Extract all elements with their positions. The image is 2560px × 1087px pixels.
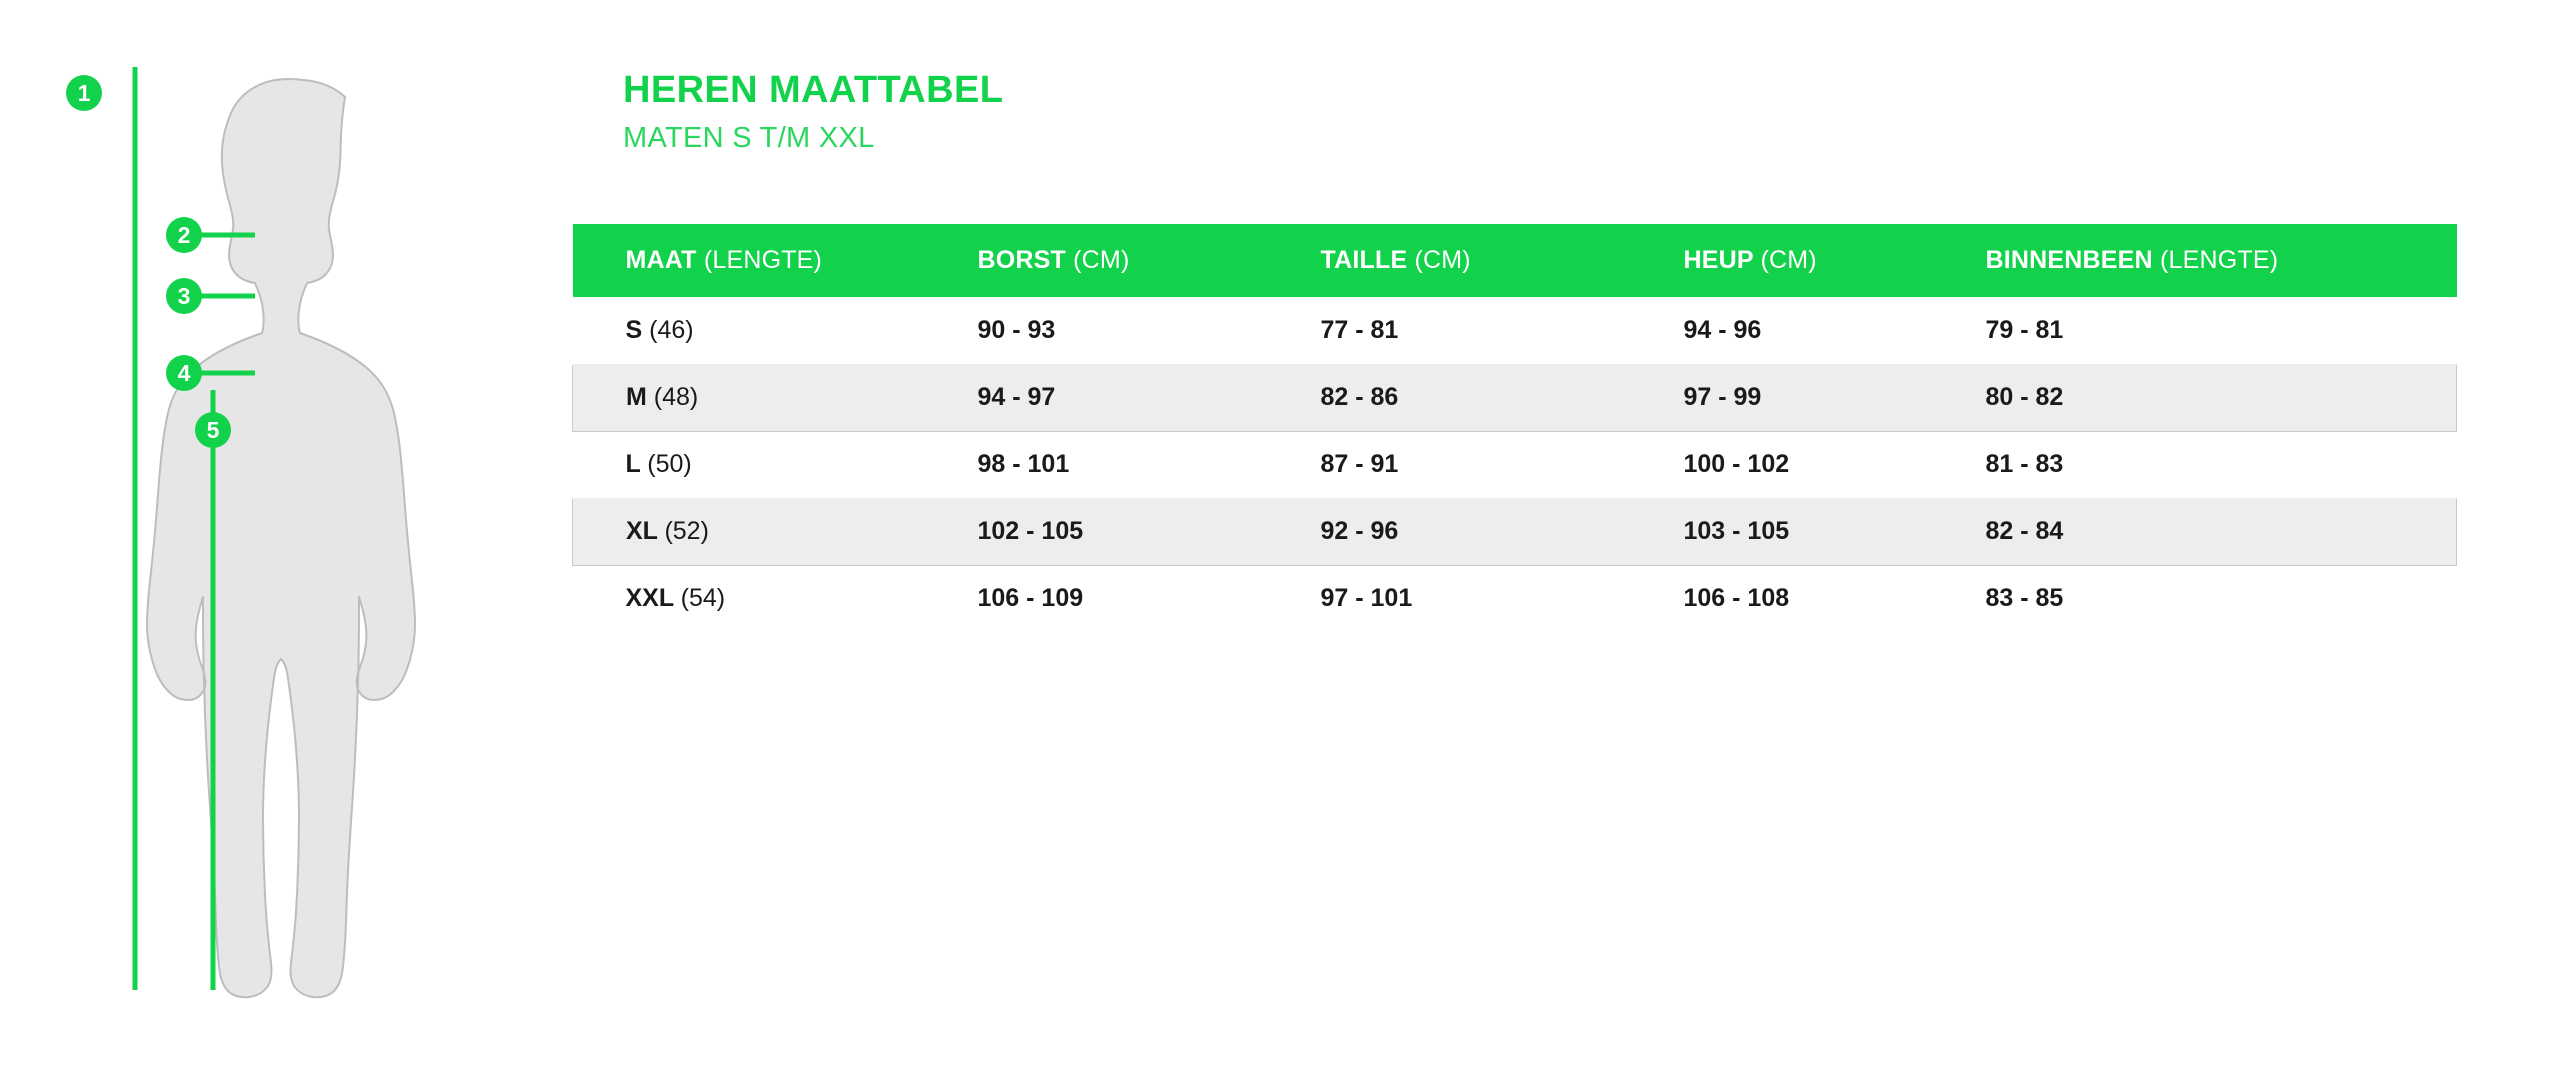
cell-size-confection: (50) (647, 450, 692, 478)
column-header-taille-unit: (CM) (1414, 245, 1471, 274)
cell-chest: 98 - 101 (977, 450, 1070, 478)
column-header-borst-name: BORST (977, 245, 1066, 274)
cell-inseam: 82 - 84 (1982, 497, 2457, 566)
table-row: L (50) 98 - 101 87 - 91 100 - 102 81 - 8… (573, 431, 2457, 498)
measure-marker-2: 2 (166, 217, 202, 253)
cell-chest: 94 - 97 (974, 363, 1318, 432)
column-header-binnenbeen: BINNENBEEN (LENGTE) (1983, 224, 2457, 297)
measure-marker-4-label: 4 (178, 360, 191, 386)
cell-waist: 92 - 96 (1317, 497, 1681, 566)
cell-hip: 94 - 96 (1683, 316, 1762, 344)
cell-inseam: 80 - 82 (1982, 363, 2457, 432)
cell-waist: 87 - 91 (1320, 450, 1399, 478)
table-row: XL (52) 102 - 105 92 - 96 103 - 105 82 -… (572, 497, 2457, 566)
table-header: MAAT (LENGTE) BORST (CM) TAILLE (CM) HEU… (572, 224, 2457, 297)
measure-marker-5-label: 5 (207, 417, 220, 443)
cell-size: L (50) (573, 431, 975, 498)
cell-size: S (46) (573, 297, 975, 364)
cell-size-letter: M (626, 383, 647, 411)
cell-hip: 97 - 99 (1680, 363, 1983, 432)
measure-marker-1-label: 1 (78, 80, 91, 106)
table-header-row: MAAT (LENGTE) BORST (CM) TAILLE (CM) HEU… (572, 224, 2457, 297)
column-header-borst: BORST (CM) (975, 224, 1318, 297)
cell-size-letter: XXL (625, 584, 674, 612)
table-row: M (48) 94 - 97 82 - 86 97 - 99 80 - 82 (572, 363, 2457, 432)
cell-inseam: 79 - 81 (1985, 316, 2064, 344)
cell-chest: 102 - 105 (974, 497, 1318, 566)
cell-chest: 106 - 109 (977, 584, 1084, 612)
table-row: S (46) 90 - 93 77 - 81 94 - 96 79 - 81 (573, 297, 2457, 364)
cell-size: XXL (54) (573, 565, 975, 632)
body-silhouette-diagram: 1 2 3 4 5 (66, 67, 416, 999)
cell-inseam: 83 - 85 (1985, 584, 2064, 612)
cell-hip: 100 - 102 (1683, 450, 1790, 478)
cell-waist: 82 - 86 (1317, 363, 1681, 432)
silhouette-icon (146, 78, 416, 999)
measurement-figure-panel: 1 2 3 4 5 (0, 0, 560, 1087)
column-header-borst-unit: (CM) (1073, 245, 1130, 274)
cell-size-confection: (48) (653, 383, 699, 411)
column-header-binnenbeen-name: BINNENBEEN (1985, 245, 2153, 274)
table-row: XXL (54) 106 - 109 97 - 101 106 - 108 83… (573, 565, 2457, 632)
measure-marker-3: 3 (166, 278, 202, 314)
cell-size-letter: S (625, 316, 643, 344)
cell-size: XL (52) (572, 497, 975, 566)
cell-size-confection: (54) (680, 584, 726, 612)
measure-marker-5: 5 (195, 412, 231, 448)
column-header-heup-unit: (CM) (1760, 245, 1817, 274)
cell-hip: 106 - 108 (1683, 584, 1790, 612)
cell-size-letter: XL (626, 517, 658, 545)
column-header-maat: MAAT (LENGTE) (573, 224, 975, 297)
heading-block: HEREN MAATTABEL MATEN S T/M XXL (623, 68, 1003, 156)
measure-marker-3-label: 3 (178, 283, 191, 309)
column-header-heup-name: HEUP (1683, 245, 1754, 274)
column-header-maat-unit: (LENGTE) (703, 245, 823, 274)
cell-hip: 103 - 105 (1680, 497, 1983, 566)
cell-chest: 90 - 93 (977, 316, 1056, 344)
column-header-taille: TAILLE (CM) (1318, 224, 1681, 297)
table-body: S (46) 90 - 93 77 - 81 94 - 96 79 - 81 M… (572, 297, 2457, 632)
page-subtitle: MATEN S T/M XXL (623, 121, 875, 154)
cell-waist: 77 - 81 (1320, 316, 1399, 344)
page-title: HEREN MAATTABEL (623, 69, 1004, 111)
column-header-taille-name: TAILLE (1320, 245, 1408, 274)
cell-size: M (48) (572, 363, 975, 432)
measure-marker-1: 1 (66, 75, 102, 111)
cell-size-confection: (52) (664, 517, 709, 545)
measure-marker-4: 4 (166, 355, 202, 391)
measure-marker-2-label: 2 (178, 222, 191, 248)
cell-inseam: 81 - 83 (1985, 450, 2064, 478)
cell-size-letter: L (625, 450, 641, 478)
column-header-heup: HEUP (CM) (1681, 224, 1983, 297)
size-chart-content: HEREN MAATTABEL MATEN S T/M XXL MAAT (LE… (572, 0, 2560, 1087)
cell-waist: 97 - 101 (1320, 584, 1413, 612)
cell-size-confection: (46) (649, 316, 694, 344)
size-chart-table: MAAT (LENGTE) BORST (CM) TAILLE (CM) HEU… (572, 224, 2457, 633)
column-header-maat-name: MAAT (625, 245, 697, 274)
column-header-binnenbeen-unit: (LENGTE) (2159, 245, 2279, 274)
